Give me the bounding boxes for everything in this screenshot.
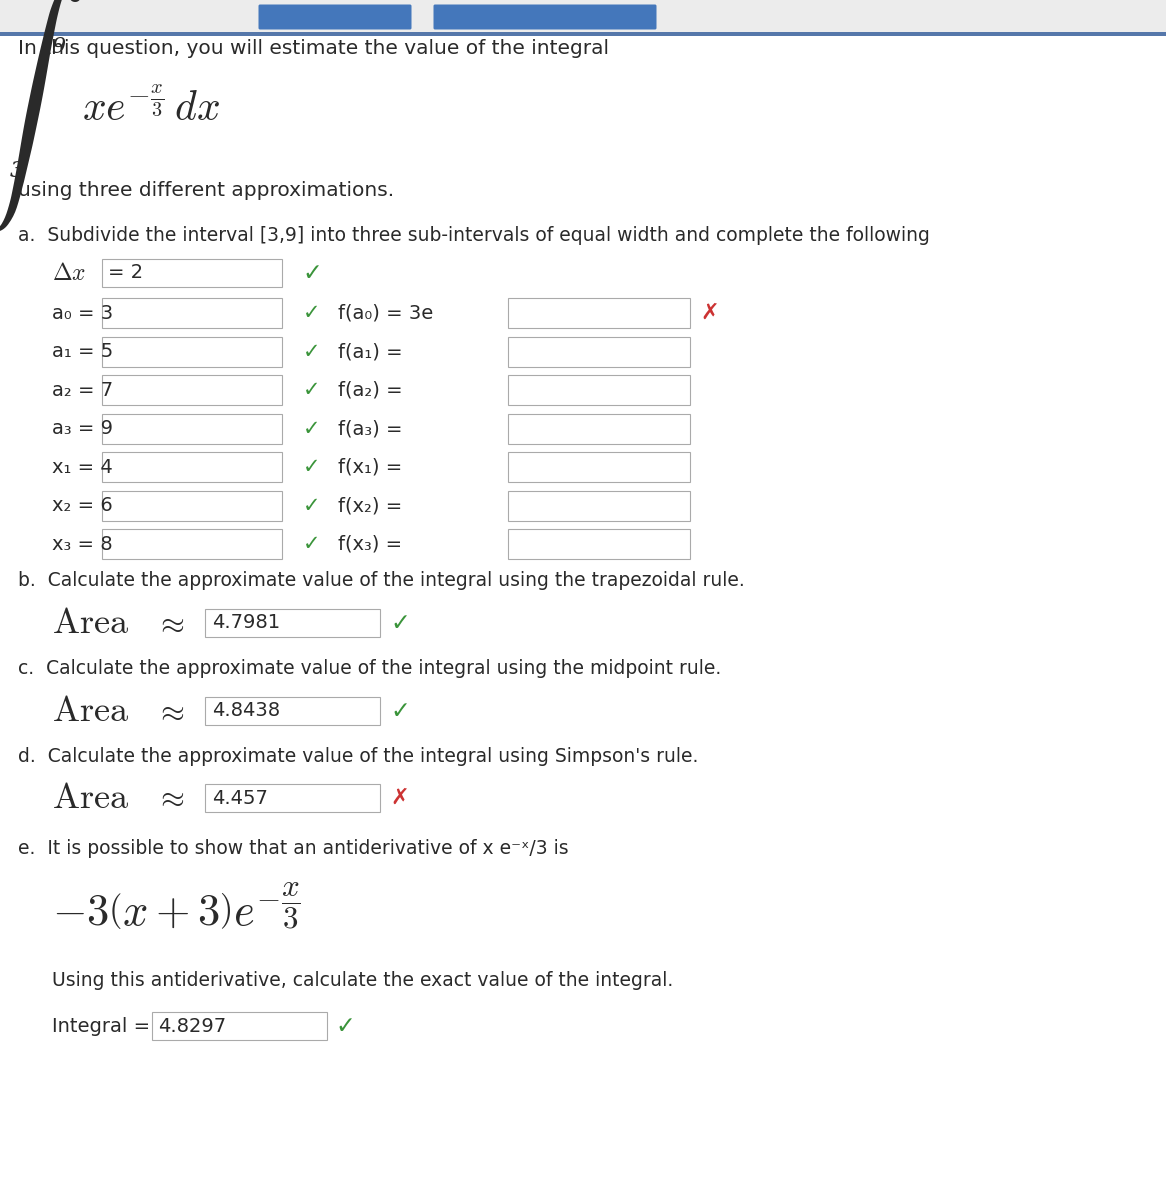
Text: 9: 9 <box>51 36 65 58</box>
Text: ✓: ✓ <box>303 534 321 554</box>
Text: ✓: ✓ <box>391 699 410 723</box>
Text: using three different approximations.: using three different approximations. <box>17 181 394 200</box>
FancyBboxPatch shape <box>434 5 656 30</box>
Text: ✓: ✓ <box>303 495 321 516</box>
Text: $\mathrm{Area}$: $\mathrm{Area}$ <box>52 781 129 815</box>
Text: c.  Calculate the approximate value of the integral using the midpoint rule.: c. Calculate the approximate value of th… <box>17 660 722 679</box>
FancyBboxPatch shape <box>101 375 282 405</box>
FancyBboxPatch shape <box>508 453 690 482</box>
Text: 4.8438: 4.8438 <box>212 701 280 721</box>
Text: 3: 3 <box>10 160 24 182</box>
Text: ✓: ✓ <box>303 457 321 478</box>
FancyBboxPatch shape <box>205 697 380 725</box>
Text: $\int$: $\int$ <box>0 0 82 235</box>
Text: ✓: ✓ <box>335 1014 354 1039</box>
Text: a₀ = 3: a₀ = 3 <box>52 304 113 323</box>
Text: a₁ = 5: a₁ = 5 <box>52 342 113 361</box>
Text: 4.8297: 4.8297 <box>159 1016 226 1035</box>
Bar <box>0 0 1166 32</box>
Text: b.  Calculate the approximate value of the integral using the trapezoidal rule.: b. Calculate the approximate value of th… <box>17 572 745 591</box>
Text: $\mathrm{Area}$: $\mathrm{Area}$ <box>52 606 129 640</box>
Text: d.  Calculate the approximate value of the integral using Simpson's rule.: d. Calculate the approximate value of th… <box>17 747 698 766</box>
Text: ✓: ✓ <box>302 261 322 285</box>
FancyBboxPatch shape <box>101 453 282 482</box>
FancyBboxPatch shape <box>508 375 690 405</box>
Bar <box>0 32 1166 36</box>
FancyBboxPatch shape <box>101 298 282 328</box>
Text: $\approx$: $\approx$ <box>155 784 184 812</box>
Text: In this question, you will estimate the value of the integral: In this question, you will estimate the … <box>17 39 609 58</box>
Text: e.  It is possible to show that an antiderivative of x e⁻ˣ/3 is: e. It is possible to show that an antide… <box>17 840 569 859</box>
FancyBboxPatch shape <box>508 413 690 443</box>
Text: f(x₂) =: f(x₂) = <box>338 495 402 515</box>
Text: f(a₃) =: f(a₃) = <box>338 419 402 438</box>
FancyBboxPatch shape <box>101 491 282 520</box>
Text: x₁ = 4: x₁ = 4 <box>52 457 113 476</box>
Text: f(a₀) = 3e: f(a₀) = 3e <box>338 304 434 323</box>
Text: Using this antiderivative, calculate the exact value of the integral.: Using this antiderivative, calculate the… <box>52 972 673 991</box>
FancyBboxPatch shape <box>259 5 412 30</box>
FancyBboxPatch shape <box>508 337 690 367</box>
Text: Integral =: Integral = <box>52 1016 156 1035</box>
Text: 4.457: 4.457 <box>212 788 268 807</box>
Text: ✗: ✗ <box>701 303 719 323</box>
FancyBboxPatch shape <box>101 258 282 287</box>
FancyBboxPatch shape <box>508 529 690 559</box>
Text: $-3\left(x+3\right)e^{-\dfrac{x}{3}}$: $-3\left(x+3\right)e^{-\dfrac{x}{3}}$ <box>52 884 301 935</box>
FancyBboxPatch shape <box>101 529 282 559</box>
Text: a₃ = 9: a₃ = 9 <box>52 419 113 438</box>
Text: a.  Subdivide the interval [3,9] into three sub-intervals of equal width and com: a. Subdivide the interval [3,9] into thr… <box>17 226 929 245</box>
Text: 4.7981: 4.7981 <box>212 613 280 632</box>
Text: ✗: ✗ <box>391 788 409 807</box>
FancyBboxPatch shape <box>205 609 380 637</box>
Text: $\approx$: $\approx$ <box>155 697 184 725</box>
Text: ✓: ✓ <box>303 380 321 400</box>
Text: = 2: = 2 <box>108 263 143 282</box>
Text: f(x₃) =: f(x₃) = <box>338 535 402 554</box>
Text: f(x₁) =: f(x₁) = <box>338 457 402 476</box>
Text: ✓: ✓ <box>391 611 410 635</box>
Text: a₂ = 7: a₂ = 7 <box>52 380 113 399</box>
FancyBboxPatch shape <box>205 784 380 812</box>
Text: f(a₂) =: f(a₂) = <box>338 380 402 399</box>
Text: $\mathrm{Area}$: $\mathrm{Area}$ <box>52 694 129 728</box>
Text: ✓: ✓ <box>303 303 321 323</box>
Text: f(a₁) =: f(a₁) = <box>338 342 402 361</box>
Text: x₃ = 8: x₃ = 8 <box>52 535 113 554</box>
FancyBboxPatch shape <box>152 1012 326 1040</box>
FancyBboxPatch shape <box>101 413 282 443</box>
FancyBboxPatch shape <box>101 337 282 367</box>
Text: $\approx$: $\approx$ <box>155 609 184 637</box>
FancyBboxPatch shape <box>508 491 690 520</box>
Text: x₂ = 6: x₂ = 6 <box>52 495 113 515</box>
FancyBboxPatch shape <box>508 298 690 328</box>
Text: $xe^{-\frac{x}{3}}\,dx$: $xe^{-\frac{x}{3}}\,dx$ <box>82 88 220 130</box>
Text: $\Delta x$: $\Delta x$ <box>52 261 86 285</box>
Text: ✓: ✓ <box>303 342 321 362</box>
Text: ✓: ✓ <box>303 418 321 438</box>
